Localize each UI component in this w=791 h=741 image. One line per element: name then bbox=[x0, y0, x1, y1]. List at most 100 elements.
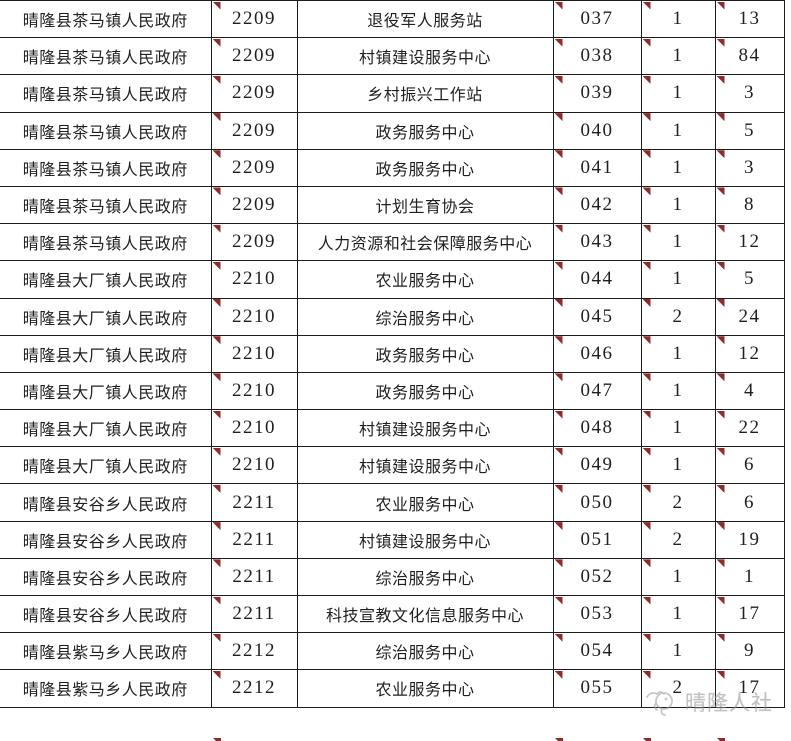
unit-name-text: 晴隆县紫马乡人民政府 bbox=[22, 645, 188, 663]
unit-name-text: 晴隆县大厂镇人民政府 bbox=[22, 384, 188, 402]
comment-corner-icon bbox=[716, 559, 725, 568]
cell-recruit-count: 2 bbox=[640, 669, 716, 708]
cell-department-name: 村镇建设服务中心 bbox=[296, 446, 554, 485]
comment-corner-icon bbox=[716, 1, 725, 10]
cell-unit-name: 晴隆县茶马镇人民政府 bbox=[0, 74, 212, 113]
table-row: 晴隆县茶马镇人民政府 2209 退役军人服务站 037 1 13 bbox=[0, 0, 785, 39]
cell-recruit-count: 1 bbox=[640, 632, 716, 671]
comment-corner-icon bbox=[212, 261, 221, 270]
position-code-text: 052 bbox=[580, 565, 614, 587]
unit-code-text: 2210 bbox=[232, 417, 276, 439]
cell-recruit-count: 1 bbox=[640, 111, 716, 150]
comment-corner-icon bbox=[716, 484, 725, 493]
unit-name-text: 晴隆县安谷乡人民政府 bbox=[22, 533, 188, 551]
comment-corner-icon bbox=[554, 150, 563, 159]
unit-code-text: 2209 bbox=[232, 8, 276, 30]
cell-unit-code: 2209 bbox=[210, 37, 298, 76]
unit-code-text: 2211 bbox=[232, 565, 276, 587]
comment-corner-icon bbox=[716, 299, 725, 307]
cell-position-code: 044 bbox=[552, 260, 642, 299]
recruit-count-text: 1 bbox=[672, 565, 684, 587]
unit-code-text: 2209 bbox=[232, 45, 276, 67]
cell-applicant-count: 17 bbox=[714, 669, 785, 708]
department-name-text: 综治服务中心 bbox=[375, 570, 475, 588]
cell-applicant-count: 4 bbox=[714, 371, 785, 411]
cell-recruit-count: 1 bbox=[640, 148, 716, 187]
comment-corner-icon bbox=[642, 224, 651, 233]
cell-recruit-count: 2 bbox=[640, 297, 716, 336]
comment-corner-icon bbox=[212, 75, 221, 84]
cell-position-code: 038 bbox=[552, 37, 642, 76]
cell-unit-name: 晴隆县紫马乡人民政府 bbox=[0, 669, 212, 708]
comment-corner-icon bbox=[642, 410, 651, 419]
cell-applicant-count: 5 bbox=[714, 260, 785, 299]
table-row: 晴隆县安谷乡人民政府 2211 村镇建设服务中心 051 2 19 bbox=[0, 520, 785, 559]
comment-corner-icon bbox=[716, 522, 725, 531]
applicant-count-text: 12 bbox=[738, 231, 761, 253]
cell-unit-code: 2209 bbox=[210, 223, 298, 262]
comment-corner-icon bbox=[716, 336, 725, 345]
cell-unit-code: 2209 bbox=[210, 148, 298, 187]
applicant-count-text: 1 bbox=[744, 565, 755, 587]
table-row: 晴隆县紫马乡人民政府 2212 综治服务中心 054 1 9 bbox=[0, 632, 785, 671]
comment-corner-icon bbox=[212, 373, 221, 382]
recruit-count-text: 1 bbox=[672, 82, 684, 104]
unit-code-text: 2210 bbox=[232, 268, 276, 290]
recruit-count-text: 1 bbox=[672, 379, 684, 401]
cell-applicant-count: 3 bbox=[714, 74, 785, 113]
department-name-text: 农业服务中心 bbox=[375, 682, 475, 700]
unit-name-text: 晴隆县大厂镇人民政府 bbox=[22, 347, 188, 365]
cell-applicant-count: 22 bbox=[714, 409, 785, 448]
applicant-count-text: 3 bbox=[744, 82, 755, 104]
cell-department-name: 村镇建设服务中心 bbox=[296, 37, 554, 76]
recruit-count-text: 1 bbox=[672, 45, 684, 67]
unit-code-text: 2211 bbox=[232, 528, 276, 550]
applicant-count-text: 5 bbox=[744, 119, 755, 141]
cell-department-name: 村镇建设服务中心 bbox=[296, 409, 554, 448]
cell-position-code: 046 bbox=[552, 334, 642, 373]
department-name-text: 村镇建设服务中心 bbox=[358, 459, 491, 477]
cell-applicant-count: 84 bbox=[714, 37, 785, 76]
comment-corner-icon bbox=[716, 113, 725, 122]
applicant-count-text: 6 bbox=[744, 454, 755, 476]
position-code-text: 040 bbox=[580, 119, 614, 141]
cell-position-code: 049 bbox=[552, 446, 642, 485]
cell-unit-name: 晴隆县安谷乡人民政府 bbox=[0, 594, 212, 634]
cell-unit-name: 晴隆县安谷乡人民政府 bbox=[0, 557, 212, 597]
position-code-text: 044 bbox=[580, 268, 614, 290]
applicant-count-text: 4 bbox=[744, 379, 755, 401]
cell-unit-code: 2212 bbox=[210, 632, 298, 671]
cell-position-code: 050 bbox=[552, 483, 642, 522]
recruit-count-text: 2 bbox=[672, 677, 684, 699]
table-row: 晴隆县茶马镇人民政府 2209 乡村振兴工作站 039 1 3 bbox=[0, 74, 785, 113]
comment-corner-icon bbox=[642, 522, 651, 531]
cell-recruit-count: 1 bbox=[640, 446, 716, 485]
position-code-text: 049 bbox=[580, 454, 614, 476]
comment-corner-icon bbox=[642, 75, 651, 84]
cell-department-name: 政务服务中心 bbox=[296, 371, 554, 411]
comment-corner-icon bbox=[554, 596, 563, 605]
table-body: 晴隆县茶马镇人民政府 2209 退役军人服务站 037 1 13 晴隆县茶马镇人… bbox=[0, 0, 785, 708]
cell-position-code: 041 bbox=[552, 148, 642, 187]
comment-corner-icon bbox=[716, 633, 725, 642]
table-row: 晴隆县茶马镇人民政府 2209 政务服务中心 041 1 3 bbox=[0, 148, 785, 187]
unit-name-text: 晴隆县安谷乡人民政府 bbox=[22, 496, 188, 514]
cell-unit-name: 晴隆县大厂镇人民政府 bbox=[0, 446, 212, 485]
cell-department-name: 农业服务中心 bbox=[296, 669, 554, 708]
comment-corner-icon bbox=[554, 75, 563, 84]
cell-position-code: 045 bbox=[552, 297, 642, 336]
unit-name-text: 晴隆县安谷乡人民政府 bbox=[22, 608, 188, 626]
position-table: 晴隆县茶马镇人民政府 2209 退役军人服务站 037 1 13 晴隆县茶马镇人… bbox=[0, 0, 785, 708]
cell-unit-name: 晴隆县茶马镇人民政府 bbox=[0, 223, 212, 262]
cell-position-code: 039 bbox=[552, 74, 642, 113]
applicant-count-text: 3 bbox=[744, 156, 755, 178]
unit-name-text: 晴隆县紫马乡人民政府 bbox=[22, 682, 188, 700]
position-code-text: 048 bbox=[580, 417, 614, 439]
applicant-count-text: 24 bbox=[738, 305, 761, 327]
comment-corner-icon bbox=[554, 336, 563, 345]
position-code-text: 045 bbox=[580, 305, 614, 327]
unit-code-text: 2212 bbox=[232, 677, 276, 699]
cell-unit-name: 晴隆县安谷乡人民政府 bbox=[0, 520, 212, 559]
comment-corner-icon bbox=[642, 187, 651, 196]
comment-corner-icon bbox=[642, 447, 651, 456]
